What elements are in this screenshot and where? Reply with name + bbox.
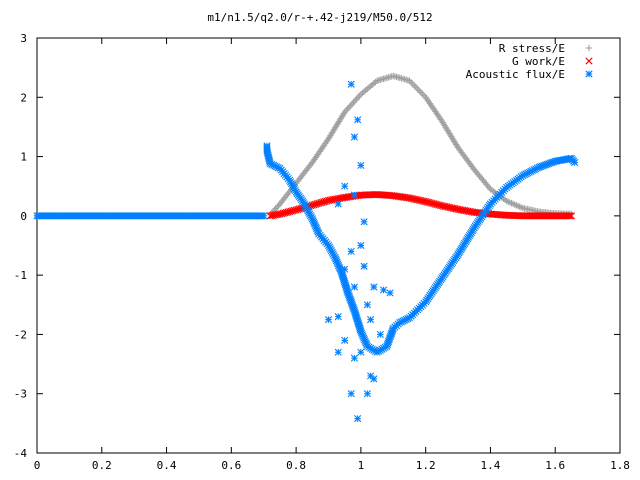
data-point xyxy=(345,104,353,111)
data-point xyxy=(571,158,579,167)
x-tick-label: 0 xyxy=(34,459,41,472)
legend-item: Acoustic flux/E xyxy=(466,68,593,81)
data-point xyxy=(356,92,363,100)
legend-item: G work/E xyxy=(512,55,593,68)
data-point xyxy=(415,87,423,94)
x-tick-label: 1.6 xyxy=(545,459,565,472)
data-point xyxy=(363,390,371,398)
data-point xyxy=(566,212,574,220)
data-point xyxy=(272,205,279,212)
data-point xyxy=(412,84,420,91)
data-point xyxy=(341,336,349,344)
data-point xyxy=(334,348,342,356)
series-acoustic-flux-e xyxy=(33,80,579,423)
data-point xyxy=(334,200,342,208)
data-point xyxy=(324,316,333,324)
data-point xyxy=(411,82,418,89)
y-tick-label: -4 xyxy=(14,447,28,460)
data-point xyxy=(567,212,576,220)
data-point xyxy=(350,99,357,106)
data-point xyxy=(406,77,413,84)
data-point xyxy=(347,80,355,88)
data-point xyxy=(347,247,355,256)
data-point xyxy=(409,80,416,88)
data-point xyxy=(363,301,371,309)
y-tick-label: -3 xyxy=(14,388,27,401)
x-tick-label: 0.2 xyxy=(92,459,112,472)
data-point xyxy=(350,191,359,199)
plot-frame xyxy=(36,37,621,454)
y-tick-label: 3 xyxy=(20,32,27,45)
data-point xyxy=(351,97,359,104)
data-point xyxy=(341,265,349,273)
data-point xyxy=(354,415,362,423)
data-point xyxy=(273,203,281,211)
data-point xyxy=(350,133,359,141)
x-tick-label: 1.2 xyxy=(416,459,436,472)
y-tick-label: 2 xyxy=(20,91,27,104)
data-point xyxy=(417,89,425,96)
data-point xyxy=(344,105,351,113)
plot-area: 0 0.2 0.4 0.6 0.8 1 1.2 1.4 1.6 1.8 -4 -3 -2 -1 0 1 2 3 xyxy=(14,32,630,472)
legend-marker xyxy=(585,44,593,52)
data-point xyxy=(367,316,375,324)
data-point xyxy=(376,330,384,339)
y-tick-label: 1 xyxy=(20,151,27,164)
x-tick-label: 1.8 xyxy=(610,459,630,472)
data-point xyxy=(348,100,356,108)
data-point xyxy=(419,90,426,98)
data-point xyxy=(347,390,355,398)
x-tick-label: 0.8 xyxy=(286,459,306,472)
chart-title: m1/n1.5/q2.0/r-+.42-j219/M50.0/512 xyxy=(207,11,432,24)
data-point xyxy=(370,375,378,383)
data-point xyxy=(353,95,360,103)
data-point xyxy=(564,212,572,220)
data-point xyxy=(379,286,388,294)
data-point xyxy=(260,212,268,220)
legend-label: R stress/E xyxy=(499,42,565,55)
data-point xyxy=(357,348,365,356)
data-point xyxy=(357,241,365,250)
data-point xyxy=(341,182,349,190)
x-tick-label: 1 xyxy=(358,459,365,472)
legend-item: R stress/E xyxy=(499,42,593,55)
x-tick-label: 0.6 xyxy=(221,459,241,472)
data-point xyxy=(334,313,342,321)
x-tick-label: 1.4 xyxy=(481,459,501,472)
data-point xyxy=(414,85,421,93)
data-marks xyxy=(33,72,579,423)
y-tick-label: -2 xyxy=(14,328,27,341)
legend-label: Acoustic flux/E xyxy=(466,68,565,81)
data-point xyxy=(386,289,394,297)
data-point xyxy=(360,262,368,270)
data-point xyxy=(350,283,359,291)
data-point xyxy=(354,94,362,101)
data-point xyxy=(347,102,354,109)
x-tick-label: 0.4 xyxy=(157,459,177,472)
y-tick-label: 0 xyxy=(20,210,27,223)
y-tick-label: -1 xyxy=(14,269,27,282)
legend-label: G work/E xyxy=(512,55,565,68)
data-point xyxy=(354,116,362,124)
series-g-work-e xyxy=(266,190,576,220)
data-point xyxy=(370,283,378,291)
legend-marker xyxy=(585,70,593,78)
data-point xyxy=(350,354,359,362)
data-point xyxy=(360,218,368,226)
data-point xyxy=(357,161,365,170)
legend-marker xyxy=(585,57,593,65)
